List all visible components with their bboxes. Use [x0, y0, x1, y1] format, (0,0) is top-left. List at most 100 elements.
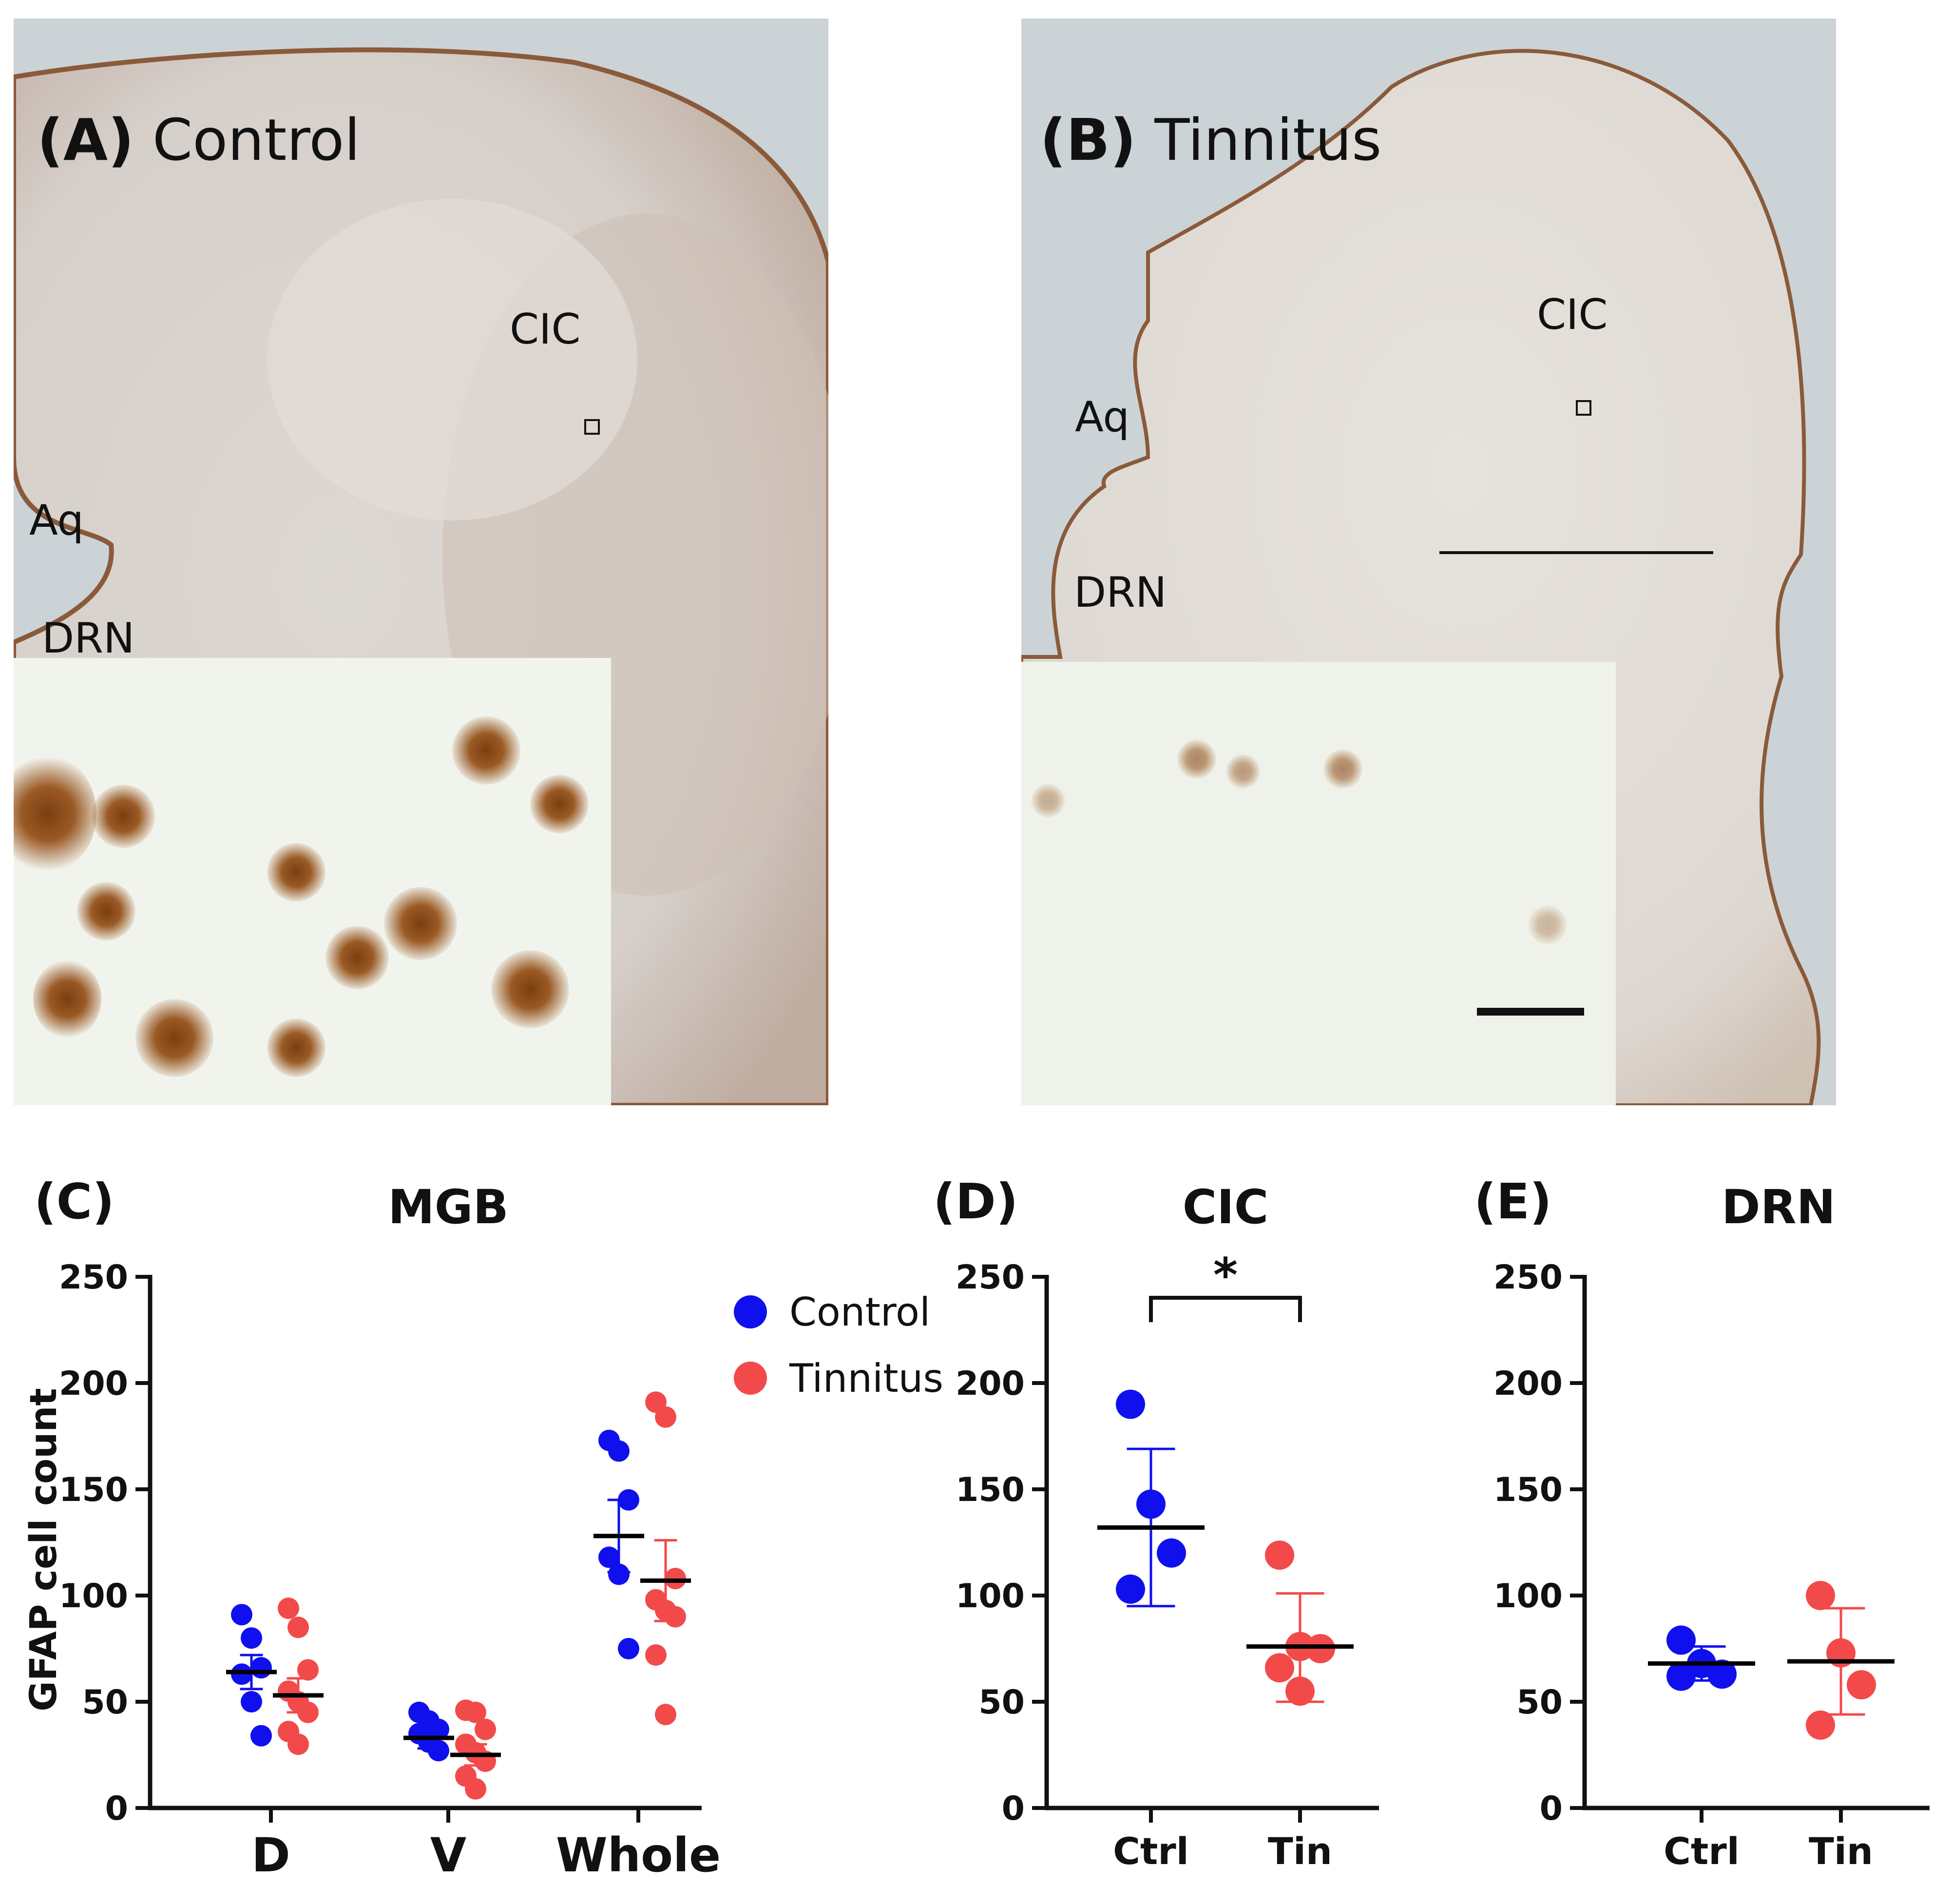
panel-a-astrocyte: [384, 887, 457, 960]
panel-c-y-tick-label: 250: [59, 1258, 128, 1297]
panel-e-x-tick-label: Tin: [1809, 1829, 1873, 1873]
panel-e-tin-data-point: [1806, 1581, 1835, 1610]
panel-c-control-d-data-point: [231, 1604, 252, 1626]
panel-e-ctrl-data-point: [1707, 1659, 1737, 1689]
panel-c-tinnitus-d-data-point: [287, 1733, 309, 1755]
panel-a-astrocyte: [92, 785, 155, 848]
legend-tinnitus-marker: [734, 1362, 767, 1395]
panel-b-micrograph: (B) Tinnitus CIC Aq DRN: [1021, 19, 1836, 1105]
panel-a-astrocyte: [267, 1019, 325, 1077]
panel-a-letter: (A): [37, 106, 134, 173]
panel-b-sample-box: [1576, 400, 1591, 416]
panel-e-x-tick-label: Ctrl: [1664, 1829, 1740, 1873]
panel-a-inset: [14, 658, 611, 1105]
panel-c-control-whole-data-point: [608, 1440, 630, 1462]
legend-control-label: Control: [789, 1289, 930, 1335]
panel-e-y-tick-label: 250: [1493, 1258, 1563, 1297]
panel-a-heading: (A) Control: [37, 106, 360, 173]
panel-a-drn-label: DRN: [42, 614, 135, 663]
panel-d-y-tick-label: 250: [956, 1258, 1025, 1297]
panel-c-tinnitus-d-data-point: [297, 1659, 319, 1681]
panel-b-scale-bar-small: [1477, 1008, 1584, 1016]
panel-d-title: CIC: [1183, 1180, 1269, 1234]
panel-c-control-d-data-point: [241, 1627, 262, 1649]
panel-b-astrocyte: [1031, 784, 1065, 818]
panel-d-y-tick-label: 200: [956, 1365, 1025, 1403]
panel-c-y-tick-label: 200: [59, 1365, 128, 1403]
panel-c-control-whole-data-point: [608, 1563, 630, 1585]
panel-c-tinnitus-v-data-point: [465, 1778, 486, 1800]
panel-a-group: Control: [152, 106, 361, 173]
panel-a-astrocyte: [530, 775, 589, 833]
panel-b-inset: [1021, 662, 1616, 1105]
panel-c-x-tick-label: D: [251, 1828, 290, 1883]
panel-d-significance-bracket: *: [1149, 1248, 1302, 1322]
panel-b-astrocyte: [1177, 740, 1216, 779]
panel-c-tinnitus-whole-data-point: [665, 1606, 686, 1628]
panel-c-control-d-data-point: [241, 1691, 262, 1712]
panel-e-y-tick-label: 0: [1540, 1789, 1563, 1828]
panel-e-ctrl-data-point: [1666, 1661, 1696, 1691]
panel-c-letter: (C): [34, 1173, 115, 1230]
panel-b-astrocyte: [1226, 754, 1260, 789]
panel-d-ctrl-data-point: [1136, 1489, 1166, 1519]
panel-d-y-tick-label: 150: [956, 1471, 1025, 1509]
panel-b-heading: (B) Tinnitus: [1040, 106, 1381, 173]
panel-e-ctrl-data-point: [1666, 1625, 1696, 1655]
panel-c-tinnitus-d-data-point: [278, 1597, 299, 1619]
panel-d-bracket-line: [1149, 1296, 1302, 1322]
panel-c-control-whole-data-point: [618, 1638, 639, 1659]
panel-c-tinnitus-whole-data-point: [655, 1406, 676, 1428]
panel-c-control-whole-data-point: [598, 1546, 620, 1568]
panel-a-astrocyte: [267, 843, 325, 902]
panel-c-y-tick-label: 100: [59, 1577, 128, 1616]
panel-b-drn-label: DRN: [1074, 568, 1167, 617]
panel-c-ylabel: GFAP cell count: [21, 1388, 65, 1712]
panel-e-y-tick-label: 150: [1493, 1471, 1563, 1509]
panel-e-tin-data-point: [1847, 1670, 1876, 1700]
panel-c-control-whole-data-point: [618, 1489, 639, 1511]
panel-d-ctrl-data-point: [1116, 1574, 1145, 1604]
panel-d-x-tick-label: Tin: [1268, 1829, 1332, 1873]
panel-c-x-tick-label: Whole: [556, 1828, 721, 1883]
panel-b-letter: (B): [1040, 106, 1136, 173]
panel-a-sample-box: [584, 419, 600, 435]
panel-a-astrocyte: [491, 950, 569, 1028]
panel-d-ctrl-data-point: [1157, 1538, 1186, 1568]
panel-c-y-tick-label: 0: [105, 1789, 128, 1828]
panel-c-control-d-data-point: [250, 1657, 272, 1679]
chart-layer: 0 50 100 150 200 250 D V Whole 0 50 100 150 200 250 Ctr…: [59, 1258, 1930, 1883]
panel-c-control-d-data-point: [250, 1725, 272, 1747]
panel-a-astrocyte: [325, 926, 389, 989]
panel-a-aq-label: Aq: [29, 496, 84, 545]
panel-b-astrocyte: [1323, 750, 1362, 789]
panel-c-tinnitus-whole-data-point: [645, 1644, 667, 1666]
panel-e-y-tick-label: 100: [1493, 1577, 1563, 1616]
panel-c-tinnitus-d-data-point: [297, 1701, 319, 1723]
panel-a-cic-region: [267, 199, 637, 520]
panel-a-cic-label: CIC: [510, 305, 581, 354]
panel-b-astrocyte: [1528, 905, 1567, 944]
panel-c-x-tick-label: V: [430, 1828, 466, 1883]
panel-a-micrograph: (A) Control CIC Aq DRN: [14, 19, 828, 1105]
panel-e-tin-data-point: [1806, 1710, 1835, 1740]
legend-tinnitus-label: Tinnitus: [789, 1356, 943, 1401]
panel-b-cic-label: CIC: [1537, 290, 1608, 339]
panel-d-y-tick-label: 0: [1002, 1789, 1025, 1828]
panel-a-astrocyte: [77, 882, 135, 941]
panel-c-tinnitus-v-data-point: [475, 1718, 496, 1740]
panel-d-significance-star: *: [1213, 1248, 1238, 1303]
panel-d-letter: (D): [933, 1173, 1018, 1230]
panel-c-tinnitus-whole-data-point: [655, 1704, 676, 1726]
panel-d-tin-data-point: [1285, 1676, 1315, 1706]
panel-d-y-tick-label: 100: [956, 1577, 1025, 1616]
panel-d-tin-data-point: [1265, 1540, 1294, 1570]
panel-d-ctrl-data-point: [1116, 1389, 1145, 1419]
panel-c-tinnitus-d-data-point: [287, 1616, 309, 1638]
panel-e-y-tick-label: 50: [1516, 1683, 1563, 1722]
panel-d-y-tick-label: 50: [978, 1683, 1025, 1722]
panel-c-title: MGB: [388, 1180, 509, 1234]
panel-b-aq-label: Aq: [1075, 393, 1129, 442]
panel-c-y-tick-label: 50: [82, 1683, 128, 1722]
panel-d-x-tick-label: Ctrl: [1113, 1829, 1189, 1873]
